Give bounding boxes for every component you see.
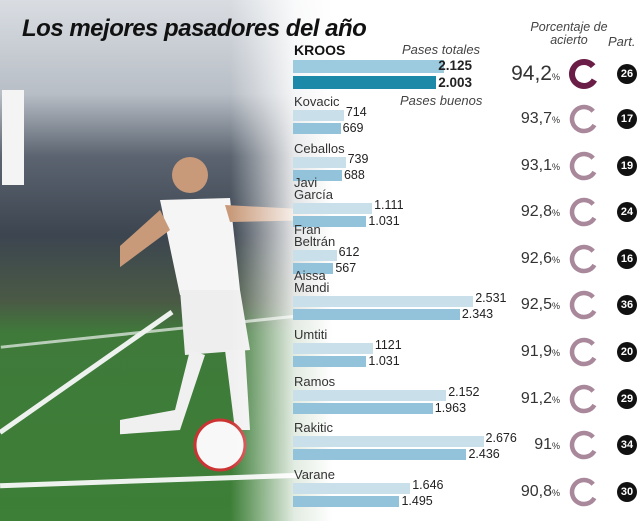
matches-badge: 16 [617, 248, 637, 269]
percent-value: 91% [534, 436, 560, 454]
bar-good [293, 402, 433, 414]
player-name: KROOS [294, 42, 346, 58]
legend-total: Pases totales [402, 42, 481, 57]
value-total: 2.125 [438, 58, 472, 73]
percent-value: 92,8% [520, 203, 560, 221]
bar-total [293, 110, 344, 121]
percent-unit: % [551, 441, 560, 452]
value-total: 612 [338, 244, 360, 259]
accuracy-ring-icon [569, 291, 599, 320]
percent-unit: % [551, 254, 560, 265]
matches-badge: 26 [617, 64, 637, 84]
value-good: 1.031 [368, 214, 400, 229]
bar-total [293, 156, 346, 168]
percent-value: 93,1% [520, 156, 560, 174]
bar-total [293, 203, 373, 215]
accuracy-ring-icon [569, 477, 599, 507]
bar-total [293, 296, 474, 308]
bar-total [293, 436, 484, 448]
percent-value: 94,2% [511, 62, 560, 85]
value-good: 2.003 [438, 75, 472, 90]
bar-good [293, 449, 467, 461]
bar-total [293, 389, 447, 401]
accuracy-ring-icon [569, 337, 599, 367]
player-name: Aissa Mandi [294, 268, 330, 296]
value-good: 567 [335, 260, 357, 275]
accuracy-ring-icon [569, 384, 599, 413]
matches-badge: 29 [617, 388, 637, 409]
player-name: Umtiti [294, 327, 328, 342]
percent-value: 92,5% [520, 296, 560, 314]
percent-unit: % [551, 72, 560, 82]
value-total: 2.676 [485, 431, 517, 446]
percent-unit: % [551, 161, 560, 172]
value-total: 2.531 [475, 291, 507, 306]
matches-badge: 30 [617, 481, 637, 502]
value-good: 1.495 [401, 493, 433, 508]
value-total: 714 [345, 105, 367, 119]
bar-good [293, 169, 342, 181]
value-good: 1.963 [434, 400, 467, 415]
percent-value: 91,2% [520, 389, 560, 407]
percent-unit: % [551, 487, 560, 498]
player-name: Ceballos [294, 140, 345, 156]
matches-badge: 17 [617, 109, 637, 129]
bar-total [293, 482, 411, 494]
bar-good [293, 216, 367, 228]
player-name: Fran Beltrán [294, 221, 336, 249]
bar-good [293, 76, 436, 89]
matches-header: Part. [608, 34, 636, 49]
value-good: 669 [342, 121, 364, 135]
player-name: Rakitic [294, 420, 334, 436]
chart-title: Los mejores pasadores del año [22, 15, 367, 42]
percent-unit: % [551, 115, 560, 125]
percent-unit: % [551, 208, 560, 219]
percent-value: 91,9% [520, 343, 560, 360]
value-good: 2.436 [468, 447, 500, 462]
accuracy-ring-icon [569, 244, 599, 274]
value-good: 1.031 [368, 354, 400, 368]
accuracy-ring-icon [569, 151, 599, 180]
bar-good [293, 495, 400, 507]
matches-badge: 36 [617, 295, 637, 316]
accuracy-ring-icon [569, 59, 599, 89]
value-total: 1.111 [374, 198, 404, 213]
matches-badge: 34 [617, 435, 637, 456]
matches-badge: 19 [617, 155, 637, 176]
bar-total [293, 343, 373, 354]
player-name: Varane [294, 466, 335, 482]
player-name: Ramos [294, 373, 336, 389]
percent-unit: % [551, 348, 560, 358]
value-total: 1.646 [412, 477, 444, 492]
bar-good [293, 356, 367, 367]
percent-value: 93,7% [520, 110, 560, 127]
bar-good [293, 262, 334, 274]
bar-total [293, 60, 445, 73]
bar-good [293, 123, 341, 134]
accuracy-ring-icon [569, 430, 599, 460]
bar-total [293, 249, 337, 261]
percent-value: 90,8% [520, 482, 560, 500]
accuracy-ring-icon [569, 104, 599, 134]
value-total: 2.152 [448, 384, 480, 399]
bar-good [293, 309, 460, 321]
value-good: 2.343 [461, 307, 494, 322]
player-name: Javi García [294, 175, 334, 203]
value-total: 1121 [374, 338, 402, 352]
percent-unit: % [551, 301, 560, 312]
matches-badge: 24 [617, 202, 637, 223]
player-name: Kovacic [294, 94, 340, 109]
value-good: 688 [343, 167, 365, 182]
value-total: 739 [347, 151, 369, 166]
percent-value: 92,6% [520, 249, 560, 267]
matches-badge: 20 [617, 342, 637, 362]
accuracy-ring-icon [569, 197, 599, 227]
percent-unit: % [551, 394, 560, 405]
legend-good: Pases buenos [400, 93, 483, 108]
percent-header: Porcentaje de acierto [530, 20, 608, 47]
